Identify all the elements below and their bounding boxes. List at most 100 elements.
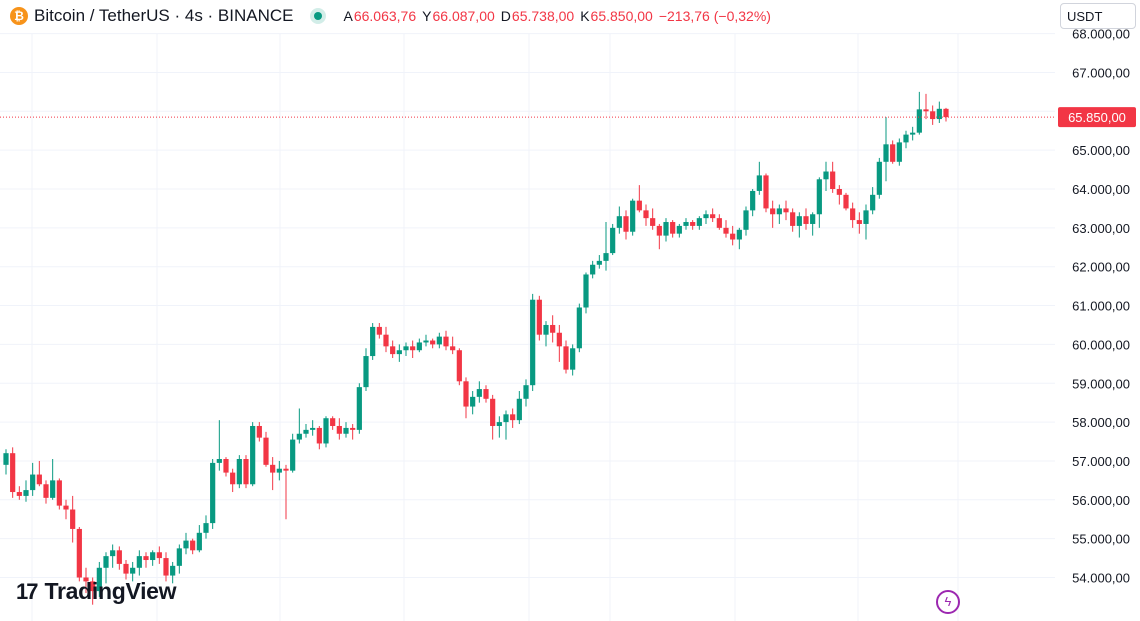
candle-body [863, 210, 869, 224]
candle-body [803, 216, 809, 224]
candle-body [290, 439, 296, 471]
candle-body [936, 108, 942, 120]
candle-body [323, 418, 329, 444]
close-value: 65.850,00 [590, 8, 653, 24]
candle-body [763, 175, 769, 209]
candle-body [730, 233, 736, 240]
candle-body [283, 468, 289, 471]
candle-body [603, 253, 609, 261]
currency-selector[interactable]: USDT [1060, 3, 1136, 29]
low-label: D [500, 8, 511, 24]
candle-body [490, 398, 496, 426]
candle-body [3, 453, 9, 465]
candle-body [430, 340, 436, 345]
candle-body [530, 299, 536, 386]
market-status-dot[interactable] [313, 12, 322, 20]
symbol-title[interactable]: Bitcoin / TetherUS · 4s · BINANCE [34, 6, 294, 25]
candle-body [63, 505, 69, 510]
y-axis-tick-label: 68.000,00 [1072, 27, 1130, 42]
y-axis-tick-label: 67.000,00 [1072, 65, 1130, 80]
y-axis-tick-label: 64.000,00 [1072, 182, 1130, 197]
candle-body [676, 225, 682, 234]
candle-body [550, 324, 556, 333]
candle-body [363, 356, 369, 388]
candle-body [56, 480, 62, 506]
candle-body [703, 214, 709, 219]
candle-body [816, 179, 822, 215]
chart-header: ₿ Bitcoin / TetherUS · 4s · BINANCE A 66… [10, 4, 771, 28]
candle-body [36, 474, 42, 485]
candle-body [350, 427, 356, 430]
candle-body [716, 218, 722, 228]
candle-body [890, 144, 896, 162]
candle-body [496, 422, 502, 426]
candle-body [690, 222, 696, 226]
candle-body [563, 346, 569, 370]
tradingview-mark-icon: 17 [16, 578, 39, 604]
candle-body [316, 427, 322, 444]
candle-body [23, 490, 29, 496]
candle-body [836, 189, 842, 195]
candle-body [16, 492, 22, 496]
candle-body [76, 528, 82, 578]
candle-body [543, 324, 549, 335]
candle-body [196, 532, 202, 551]
open-label: A [343, 8, 353, 24]
change-value: −213,76 (−0,32%) [658, 8, 771, 24]
candle-body [136, 556, 142, 568]
candle-body [116, 550, 122, 564]
candle-body [90, 581, 96, 592]
candle-body [683, 222, 689, 226]
candle-body [630, 200, 636, 232]
candle-body [770, 208, 776, 215]
candle-body [250, 425, 256, 485]
candle-body [230, 472, 236, 485]
candle-body [870, 194, 876, 211]
candle-body [243, 459, 249, 485]
candle-body [596, 260, 602, 265]
y-axis-tick-label: 62.000,00 [1072, 260, 1130, 275]
candle-body [223, 459, 229, 473]
candle-body [163, 558, 169, 576]
candle-body [830, 171, 836, 189]
candle-body [10, 453, 16, 493]
candle-body [650, 218, 656, 226]
last-price-label: 65.850,00 [1068, 110, 1126, 125]
y-axis-tick-label: 57.000,00 [1072, 454, 1130, 469]
candle-body [43, 484, 49, 498]
candle-body [623, 216, 629, 232]
tradingview-logo[interactable]: 17 TradingView [16, 578, 177, 605]
logo-text: TradingView [44, 578, 177, 604]
candle-body [810, 214, 816, 224]
candle-body [203, 523, 209, 533]
candle-body [156, 552, 162, 559]
candle-body [96, 567, 102, 592]
candle-body [916, 109, 922, 133]
candle-body [643, 210, 649, 219]
candle-body [903, 134, 909, 143]
y-axis-tick-label: 58.000,00 [1072, 415, 1130, 430]
candle-body [576, 307, 582, 349]
candle-body [570, 348, 576, 370]
candle-body [896, 142, 902, 162]
candle-body [130, 567, 136, 574]
low-value: 65.738,00 [511, 8, 575, 24]
candle-body [383, 334, 389, 347]
candle-body [536, 299, 542, 335]
candle-body [83, 577, 89, 582]
candle-body [176, 548, 182, 566]
candle-body [743, 210, 749, 230]
candle-body [663, 222, 669, 236]
y-axis-tick-label: 60.000,00 [1072, 337, 1130, 352]
candle-body [170, 565, 176, 576]
candle-body [883, 144, 889, 162]
candle-body [103, 556, 109, 568]
lightning-icon[interactable]: ϟ [936, 590, 960, 614]
candle-body [150, 552, 156, 561]
candle-body [736, 229, 742, 240]
candle-body [356, 387, 362, 430]
candle-body [850, 208, 856, 221]
candle-body [583, 274, 589, 308]
candle-body [110, 550, 116, 557]
